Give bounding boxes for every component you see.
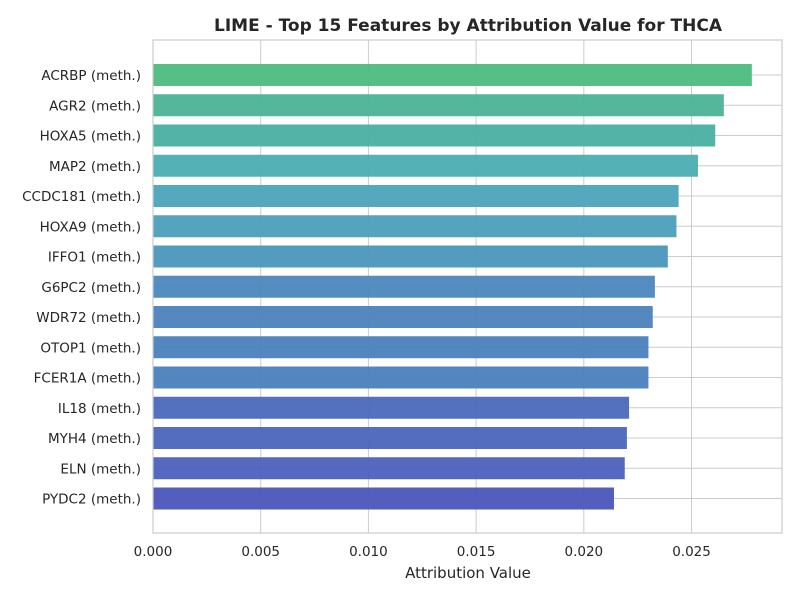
x-tick-labels: 0.000 0.005 0.010 0.015 0.020 0.025 (134, 544, 711, 560)
bar (153, 94, 724, 117)
bar (153, 366, 649, 389)
y-tick-label: WDR72 (meth.) (36, 310, 141, 326)
bar (153, 336, 649, 359)
y-tick-label: IFFO1 (meth.) (48, 250, 141, 266)
x-tick-label: 0.005 (241, 544, 280, 560)
bar (153, 154, 698, 177)
y-tick-label: MYH4 (meth.) (48, 431, 141, 447)
y-tick-label: G6PC2 (meth.) (41, 280, 141, 296)
y-tick-label: HOXA9 (meth.) (40, 219, 141, 235)
bar (153, 396, 630, 419)
y-tick-label: HOXA5 (meth.) (40, 129, 141, 145)
bar (153, 215, 677, 238)
bar (153, 487, 614, 510)
x-tick-label: 0.000 (134, 544, 173, 560)
x-tick-label: 0.015 (457, 544, 496, 560)
y-tick-labels: ACRBP (meth.) AGR2 (meth.) HOXA5 (meth.) MA… (22, 68, 141, 508)
y-tick-label: AGR2 (meth.) (49, 98, 141, 114)
plot-frame (152, 39, 783, 534)
y-tick-label: ACRBP (meth.) (41, 68, 141, 84)
bar (153, 306, 653, 328)
y-tick-label: MAP2 (meth.) (49, 159, 141, 175)
bar (153, 457, 625, 480)
y-tick-label: ELN (meth.) (60, 461, 141, 477)
y-tick-label: CCDC181 (meth.) (22, 189, 141, 205)
bar (153, 64, 752, 86)
x-axis-label: Attribution Value (405, 564, 531, 582)
bar (153, 275, 655, 298)
y-tick-label: OTOP1 (meth.) (40, 340, 141, 356)
bar (153, 124, 716, 147)
bar (153, 245, 668, 268)
y-tick-label: PYDC2 (meth.) (42, 492, 141, 508)
bar (153, 427, 627, 449)
x-tick-label: 0.025 (672, 544, 711, 560)
chart-title: LIME - Top 15 Features by Attribution Va… (214, 16, 723, 36)
bars (153, 64, 752, 510)
y-tick-label: IL18 (meth.) (58, 401, 141, 417)
y-tick-label: FCER1A (meth.) (34, 371, 141, 387)
bar (153, 185, 679, 207)
x-tick-label: 0.020 (564, 544, 603, 560)
x-tick-label: 0.010 (349, 544, 388, 560)
